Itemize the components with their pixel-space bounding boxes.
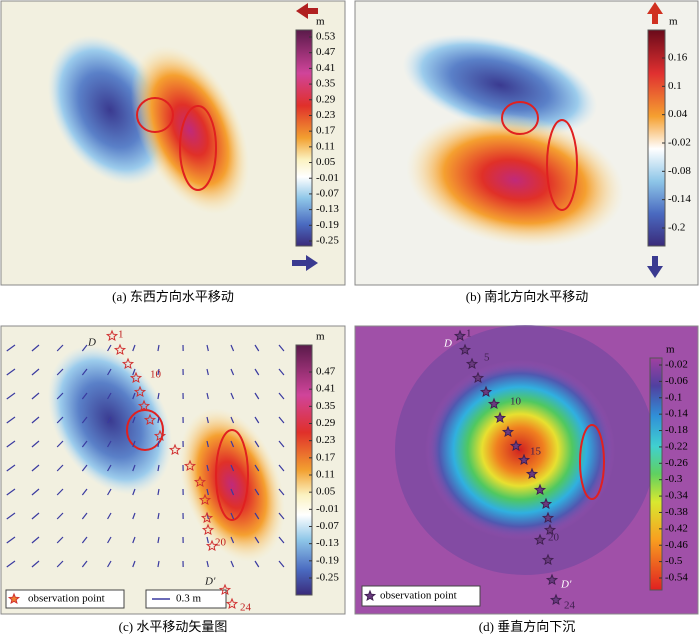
colorbar-tick-label: -0.19 [316, 554, 339, 566]
colorbar-tick-label: 0.23 [316, 434, 336, 446]
point-label: 10 [150, 369, 162, 381]
colorbar-unit: m [669, 16, 678, 28]
point-label: 15 [530, 446, 542, 458]
colorbar-tick-label: -0.54 [665, 572, 688, 584]
colorbar-tick-label: -0.07 [316, 520, 339, 532]
colorbar-tick-label: -0.25 [316, 235, 339, 247]
point-label: 1 [466, 328, 472, 340]
map-blob [425, 360, 615, 540]
colorbar-tick-label: 0.41 [316, 62, 335, 74]
colorbar [648, 30, 665, 246]
colorbar [296, 30, 312, 246]
colorbar-tick-label: -0.14 [668, 193, 691, 205]
colorbar-tick-label: -0.3 [665, 473, 683, 485]
point-label: 1 [118, 329, 124, 341]
colorbar-tick-label: 0.23 [316, 109, 336, 121]
colorbar-unit: m [666, 344, 675, 356]
colorbar-tick-label: -0.42 [665, 522, 688, 534]
panel-caption: (a) 东西方向水平移动 [112, 289, 234, 304]
colorbar-tick-label: 0.04 [668, 108, 688, 120]
colorbar-tick-label: -0.01 [316, 503, 339, 515]
panel-a [1, 1, 345, 285]
colorbar-tick-label: 0.29 [316, 417, 336, 429]
colorbar-tick-label: -0.19 [316, 219, 339, 231]
colorbar-tick-label: 0.05 [316, 156, 336, 168]
colorbar-unit: m [316, 331, 325, 343]
point-label: 20 [548, 532, 560, 544]
colorbar-tick-label: -0.18 [665, 424, 688, 436]
colorbar-tick-label: 0.11 [316, 140, 335, 152]
profile-start-label: D [443, 338, 452, 350]
legend-label: 0.3 m [176, 593, 202, 605]
colorbar-tick-label: 0.17 [316, 125, 336, 137]
colorbar-tick-label: 0.29 [316, 93, 336, 105]
legend-label: observation point [28, 593, 105, 605]
colorbar-tick-label: 0.47 [316, 46, 336, 58]
colorbar-tick-label: 0.05 [316, 486, 336, 498]
colorbar-tick-label: -0.13 [316, 537, 339, 549]
colorbar-tick-label: -0.08 [668, 165, 691, 177]
panel-d [355, 325, 698, 614]
colorbar [650, 358, 662, 590]
colorbar-tick-label: 0.35 [316, 78, 336, 90]
colorbar-tick-label: -0.01 [316, 172, 339, 184]
colorbar-tick-label: 0.47 [316, 366, 336, 378]
colorbar-unit: m [316, 16, 325, 28]
map-background [1, 326, 345, 614]
colorbar-tick-label: 0.1 [668, 80, 682, 92]
panel-b [355, 1, 698, 285]
panel-caption: (b) 南北方向水平移动 [466, 289, 588, 304]
colorbar-tick-label: -0.22 [665, 440, 688, 452]
point-label: 20 [215, 537, 227, 549]
colorbar-tick-label: -0.38 [665, 506, 688, 518]
panel-c [1, 323, 345, 614]
profile-start-label: D [87, 337, 96, 349]
point-label: 10 [510, 396, 522, 408]
colorbar-tick-label: -0.07 [316, 187, 339, 199]
point-label: 5 [484, 352, 490, 364]
colorbar-tick-label: 0.17 [316, 451, 336, 463]
colorbar-tick-label: -0.1 [665, 391, 682, 403]
point-label: 24 [564, 600, 576, 612]
colorbar-tick-label: -0.02 [668, 137, 691, 149]
colorbar-tick-label: 0.16 [668, 52, 688, 64]
colorbar-tick-label: -0.2 [668, 222, 685, 234]
colorbar-tick-label: -0.26 [665, 457, 688, 469]
profile-end-label: D' [204, 576, 216, 588]
colorbar-tick-label: 0.53 [316, 31, 336, 43]
panel-caption: (d) 垂直方向下沉 [479, 619, 575, 634]
profile-end-label: D' [560, 579, 572, 591]
panel-caption: (c) 水平移动矢量图 [119, 619, 228, 634]
colorbar-tick-label: -0.13 [316, 203, 339, 215]
colorbar-tick-label: -0.02 [665, 359, 688, 371]
colorbar-tick-label: -0.5 [665, 555, 683, 567]
colorbar-tick-label: -0.06 [665, 375, 688, 387]
colorbar-tick-label: -0.46 [665, 539, 688, 551]
colorbar-tick-label: -0.14 [665, 408, 688, 420]
colorbar-tick-label: -0.34 [665, 490, 688, 502]
colorbar-tick-label: 0.41 [316, 383, 335, 395]
point-label: 24 [240, 602, 252, 614]
colorbar-tick-label: 0.35 [316, 400, 336, 412]
colorbar [296, 345, 312, 595]
legend-label: observation point [380, 590, 457, 602]
colorbar-tick-label: 0.11 [316, 469, 335, 481]
colorbar-tick-label: -0.25 [316, 572, 339, 584]
